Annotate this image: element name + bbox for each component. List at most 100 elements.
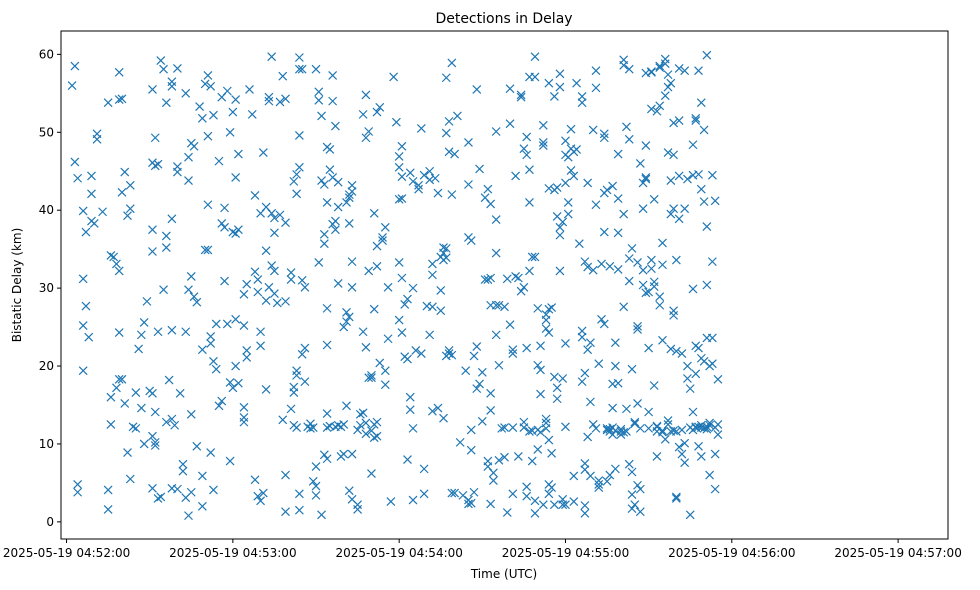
- data-point: [544, 183, 554, 193]
- data-point: [525, 266, 534, 276]
- data-point: [500, 302, 509, 312]
- data-point: [633, 324, 642, 334]
- data-point: [250, 190, 260, 200]
- data-point: [239, 413, 249, 422]
- data-point: [106, 420, 116, 429]
- data-point: [289, 176, 299, 186]
- data-point: [608, 430, 618, 440]
- data-point: [294, 53, 304, 62]
- data-point: [464, 137, 473, 147]
- data-point: [159, 64, 168, 74]
- data-point: [558, 500, 568, 510]
- data-point: [231, 95, 241, 104]
- data-point: [380, 222, 390, 232]
- data-point: [342, 307, 351, 317]
- data-point: [635, 507, 645, 517]
- data-point: [197, 471, 207, 481]
- data-point: [112, 259, 121, 269]
- data-point: [211, 319, 221, 329]
- data-point: [649, 282, 659, 291]
- data-point: [494, 300, 504, 310]
- data-point: [414, 184, 423, 194]
- data-point: [319, 180, 329, 189]
- y-tick-label: 20: [39, 359, 54, 373]
- data-point: [214, 401, 224, 411]
- data-point: [153, 327, 163, 337]
- data-point: [153, 159, 163, 169]
- data-point: [319, 229, 329, 239]
- data-point: [677, 425, 687, 435]
- data-point: [189, 141, 199, 151]
- data-point: [666, 78, 676, 88]
- data-point: [635, 484, 645, 494]
- data-point: [319, 450, 329, 460]
- data-point: [530, 72, 540, 82]
- data-point: [547, 483, 557, 493]
- data-point: [646, 264, 656, 274]
- data-point: [694, 422, 703, 432]
- data-point: [547, 448, 557, 458]
- data-point: [527, 456, 537, 466]
- data-points: [67, 50, 723, 521]
- data-point: [286, 268, 296, 277]
- data-point: [591, 423, 601, 433]
- data-point: [128, 422, 138, 432]
- data-point: [81, 227, 91, 237]
- data-point: [217, 219, 227, 228]
- data-point: [339, 420, 349, 429]
- data-point: [339, 322, 349, 332]
- data-point: [397, 273, 407, 283]
- data-point: [622, 404, 631, 414]
- data-point: [317, 176, 326, 186]
- data-point: [172, 484, 182, 494]
- data-point: [369, 304, 379, 314]
- data-point: [239, 289, 249, 299]
- data-point: [378, 233, 387, 242]
- data-point: [544, 435, 554, 445]
- data-point: [688, 284, 698, 294]
- data-point: [333, 279, 343, 288]
- data-point: [439, 248, 448, 258]
- data-point: [358, 408, 368, 418]
- data-point: [669, 118, 679, 128]
- data-point: [624, 459, 634, 469]
- data-point: [87, 189, 96, 199]
- data-point: [73, 480, 83, 489]
- data-point: [683, 361, 692, 371]
- data-point: [508, 423, 518, 433]
- data-point: [538, 141, 548, 150]
- data-point: [633, 257, 642, 267]
- data-point: [705, 420, 715, 430]
- data-point: [702, 280, 712, 290]
- data-point: [674, 171, 684, 181]
- data-point: [644, 343, 654, 353]
- data-point: [425, 166, 435, 176]
- data-point: [544, 489, 554, 499]
- data-point: [225, 127, 235, 137]
- data-point: [516, 90, 526, 100]
- data-point: [674, 442, 684, 452]
- data-point: [666, 209, 676, 219]
- data-point: [292, 189, 302, 199]
- data-point: [574, 239, 584, 249]
- data-point: [84, 332, 94, 342]
- data-point: [608, 181, 618, 191]
- data-point: [538, 120, 548, 130]
- data-point: [486, 499, 496, 509]
- data-point: [525, 165, 534, 175]
- data-point: [416, 123, 426, 133]
- data-point: [466, 236, 476, 246]
- data-point: [347, 187, 357, 196]
- data-point: [328, 70, 338, 80]
- data-point: [483, 275, 493, 284]
- data-point: [78, 274, 88, 284]
- data-point: [475, 164, 484, 174]
- data-point: [549, 500, 559, 510]
- data-point: [270, 266, 279, 276]
- data-point: [450, 149, 460, 159]
- data-point: [400, 300, 410, 309]
- data-point: [148, 85, 157, 94]
- data-point: [311, 481, 321, 491]
- data-point: [239, 321, 249, 330]
- data-point: [458, 490, 468, 500]
